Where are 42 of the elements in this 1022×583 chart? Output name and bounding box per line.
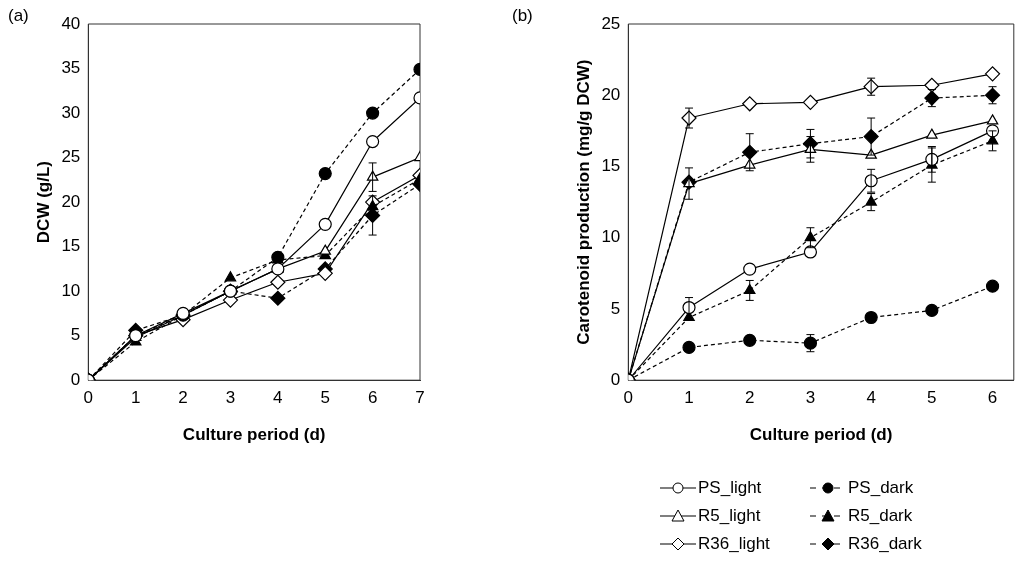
x-tick-label: 7 xyxy=(415,388,425,408)
x-tick-label: 0 xyxy=(623,388,634,408)
x-tick-label: 2 xyxy=(178,388,188,408)
chart-title: (a) xyxy=(8,6,29,26)
y-tick-label: 25 xyxy=(601,13,621,33)
y-tick-label: 30 xyxy=(61,102,81,122)
y-tick-label: 0 xyxy=(610,369,621,389)
legend-label: R5_light xyxy=(698,506,761,526)
legend-label: PS_light xyxy=(698,478,762,498)
y-tick-label: 35 xyxy=(61,58,81,78)
x-tick-label: 1 xyxy=(684,388,694,408)
x-tick-label: 5 xyxy=(927,388,937,408)
x-tick-label: 4 xyxy=(866,388,876,408)
y-tick-label: 20 xyxy=(601,84,621,104)
x-tick-label: 2 xyxy=(744,388,755,408)
legend-label: R36_light xyxy=(698,534,770,554)
y-tick-label: 10 xyxy=(601,227,621,247)
x-axis-title: Culture period (d) xyxy=(182,425,326,445)
x-axis-title: Culture period (d) xyxy=(749,425,893,445)
legend-label: R5_dark xyxy=(848,506,913,526)
y-axis-title: DCW (g/L) xyxy=(33,161,53,244)
y-tick-label: 10 xyxy=(61,280,81,300)
x-tick-label: 0 xyxy=(83,388,94,408)
x-tick-label: 3 xyxy=(805,388,816,408)
y-tick-label: 25 xyxy=(61,147,81,167)
x-tick-label: 1 xyxy=(130,388,141,408)
y-axis-title: Carotenoid production (mg/g DCW) xyxy=(573,59,593,345)
legend-label: PS_dark xyxy=(848,478,914,498)
chart-title: (b) xyxy=(512,6,533,26)
y-tick-label: 5 xyxy=(610,298,621,318)
x-tick-label: 6 xyxy=(987,388,998,408)
x-tick-label: 6 xyxy=(367,388,378,408)
y-tick-label: 5 xyxy=(70,325,81,345)
y-tick-label: 40 xyxy=(61,13,81,33)
x-tick-label: 3 xyxy=(225,388,236,408)
x-tick-label: 5 xyxy=(320,388,330,408)
y-tick-label: 15 xyxy=(601,156,621,176)
legend-label: R36_dark xyxy=(848,534,922,554)
x-tick-label: 4 xyxy=(273,388,283,408)
y-tick-label: 15 xyxy=(61,236,81,256)
y-tick-label: 20 xyxy=(61,191,81,211)
y-tick-label: 0 xyxy=(70,369,81,389)
